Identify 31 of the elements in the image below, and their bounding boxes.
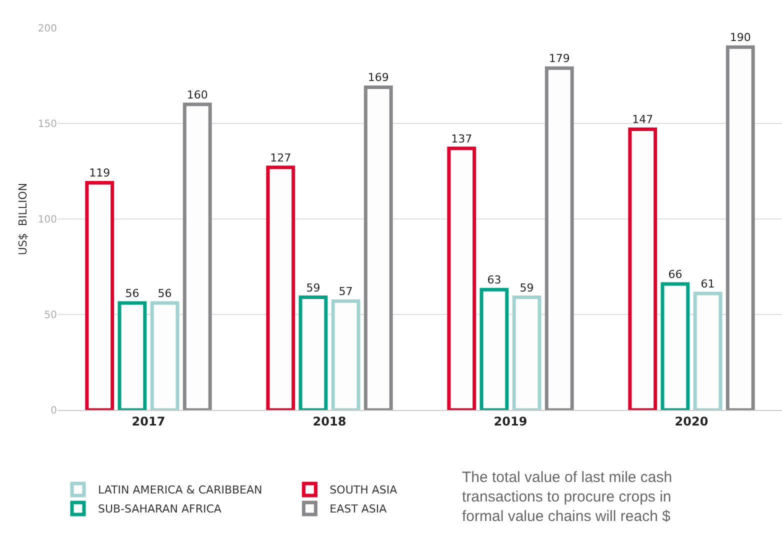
data-label: 56	[125, 287, 140, 300]
legend-label: LATIN AMERICA & CARIBBEAN	[98, 484, 262, 497]
y-tick-label: 0	[50, 406, 57, 416]
data-label: 137	[451, 132, 472, 146]
data-label: 169	[368, 71, 389, 84]
data-label: 59	[306, 281, 320, 294]
data-label: 56	[158, 287, 172, 300]
x-tick-label: 2018	[312, 414, 346, 428]
data-label: 66	[668, 268, 682, 281]
data-label: 61	[700, 277, 715, 290]
data-label: 57	[338, 285, 353, 298]
data-label: 119	[89, 166, 110, 180]
data-label: 160	[186, 88, 208, 102]
x-tick-label: 2017	[132, 414, 166, 428]
text: The total value of last mile cash transactions to procure crops in formal value chains will reach $	[462, 469, 672, 525]
y-tick-label: 200	[38, 24, 57, 34]
legend-label: EAST ASIA	[330, 502, 388, 516]
y-tick-label: 150	[38, 119, 57, 130]
y-tick-label: 100	[38, 214, 57, 226]
y-axis-title: US$ BILLION	[16, 182, 30, 256]
y-tick-label: 50	[44, 310, 57, 321]
data-label: 147	[632, 113, 654, 126]
x-tick-label: 2020	[674, 414, 708, 428]
data-label: 59	[520, 281, 534, 294]
data-label: 127	[270, 151, 292, 164]
legend-label: SUB-SAHARAN AFRICA	[98, 502, 222, 516]
data-label: 190	[730, 31, 751, 44]
data-label: 179	[548, 52, 570, 66]
legend-label: SOUTH ASIA	[330, 484, 398, 497]
data-label: 63	[487, 274, 502, 287]
x-tick-label: 2019	[494, 414, 528, 428]
